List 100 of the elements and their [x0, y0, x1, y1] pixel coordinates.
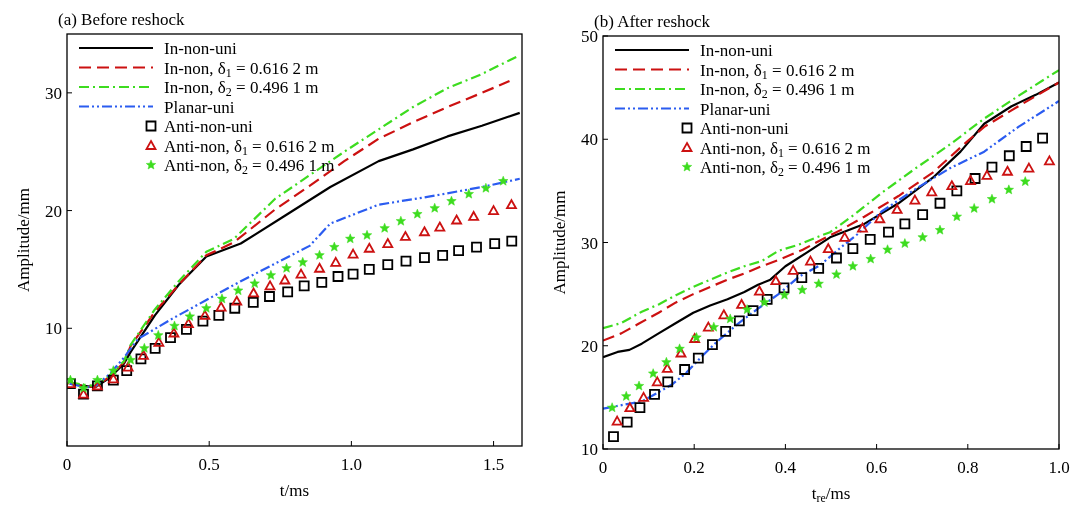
- point: [281, 263, 292, 273]
- point: [926, 186, 938, 197]
- point: [661, 357, 672, 367]
- point: [865, 253, 876, 264]
- point: [621, 391, 632, 401]
- point: [330, 256, 342, 267]
- point: [149, 342, 161, 354]
- point: [634, 380, 645, 391]
- point: [857, 222, 868, 233]
- point: [634, 402, 646, 414]
- point: [453, 245, 464, 256]
- point: [451, 214, 462, 225]
- point: [329, 241, 340, 252]
- point: [400, 231, 411, 241]
- point: [233, 285, 244, 295]
- point: [434, 221, 446, 232]
- point: [692, 352, 704, 364]
- point: [917, 209, 929, 221]
- point: [184, 311, 195, 321]
- point: [139, 343, 150, 353]
- point: [883, 226, 894, 238]
- legend-label: In-non, δ$_{2}$ = 0.496 1 m: [700, 80, 855, 101]
- point: [215, 301, 227, 312]
- point: [197, 315, 209, 327]
- point: [248, 287, 259, 298]
- point: [661, 363, 673, 373]
- point: [624, 402, 636, 413]
- point: [419, 226, 430, 237]
- point: [754, 285, 765, 296]
- legend-label: Anti-non, δ$_{1}$ = 0.616 2 m: [164, 136, 335, 158]
- point: [297, 257, 308, 267]
- y-tick-label: 10: [581, 440, 598, 459]
- point: [608, 431, 619, 443]
- point: [969, 173, 981, 184]
- point: [498, 175, 509, 186]
- x-tick-label: 1.0: [340, 455, 362, 474]
- point: [725, 313, 736, 324]
- point: [92, 374, 103, 385]
- point: [379, 222, 390, 233]
- legend-label: Anti-non, δ$_{1}$ = 0.616 2 m: [700, 138, 871, 160]
- point: [839, 231, 851, 242]
- point: [708, 321, 719, 332]
- x-tick-label: 0.4: [774, 458, 797, 477]
- x-axis-title: t/ms: [279, 481, 310, 500]
- y-tick-label: 20: [581, 336, 598, 356]
- point: [779, 289, 790, 300]
- point: [437, 249, 449, 261]
- legend-label: Anti-non, δ$_{2}$ = 0.496 1 m: [700, 158, 871, 179]
- legend-label: In-non-uni: [700, 41, 773, 60]
- point: [822, 243, 834, 254]
- point: [247, 296, 259, 308]
- point: [1020, 176, 1031, 186]
- point: [199, 309, 211, 320]
- legend-label: Anti-non-uni: [164, 117, 254, 136]
- point: [847, 261, 858, 271]
- point: [468, 211, 480, 221]
- x-tick-label: 1.0: [1048, 458, 1070, 477]
- point: [934, 224, 945, 235]
- point: [314, 250, 325, 260]
- point: [382, 259, 394, 271]
- point: [778, 282, 790, 294]
- point: [761, 293, 773, 305]
- point: [229, 302, 241, 314]
- point: [347, 248, 359, 259]
- point: [216, 293, 227, 304]
- point: [969, 203, 980, 213]
- point: [946, 180, 958, 191]
- point: [1020, 141, 1032, 152]
- legend-label: In-non, δ$_{1}$ = 0.616 2 m: [164, 58, 319, 80]
- point: [805, 255, 816, 266]
- point: [345, 233, 356, 244]
- legend-label: In-non, δ$_{1}$ = 0.616 2 m: [700, 60, 855, 82]
- chart-title: (a) Before reshock: [58, 10, 185, 29]
- x-tick-label: 0: [62, 455, 72, 474]
- point: [797, 284, 808, 295]
- y-tick-label: 10: [45, 319, 62, 339]
- point: [986, 193, 997, 204]
- point: [981, 169, 993, 180]
- y-tick-label: 30: [581, 233, 598, 253]
- point: [882, 244, 893, 255]
- point: [831, 269, 842, 279]
- point: [506, 199, 517, 210]
- point: [412, 208, 423, 219]
- point: [363, 264, 375, 275]
- point: [1002, 165, 1013, 176]
- point: [181, 324, 192, 335]
- x-tick-label: 0.8: [957, 458, 979, 477]
- point: [891, 204, 903, 214]
- point: [813, 278, 824, 289]
- point: [165, 332, 176, 344]
- point: [231, 295, 243, 306]
- legend-label: In-non-uni: [164, 39, 237, 58]
- point: [108, 365, 119, 375]
- point: [153, 330, 164, 340]
- point: [899, 238, 910, 248]
- point: [813, 262, 825, 274]
- point: [480, 182, 491, 193]
- point: [649, 388, 660, 400]
- legend-label: Planar-uni: [164, 97, 235, 117]
- y-axis-title: Amplitude/mm: [14, 188, 33, 292]
